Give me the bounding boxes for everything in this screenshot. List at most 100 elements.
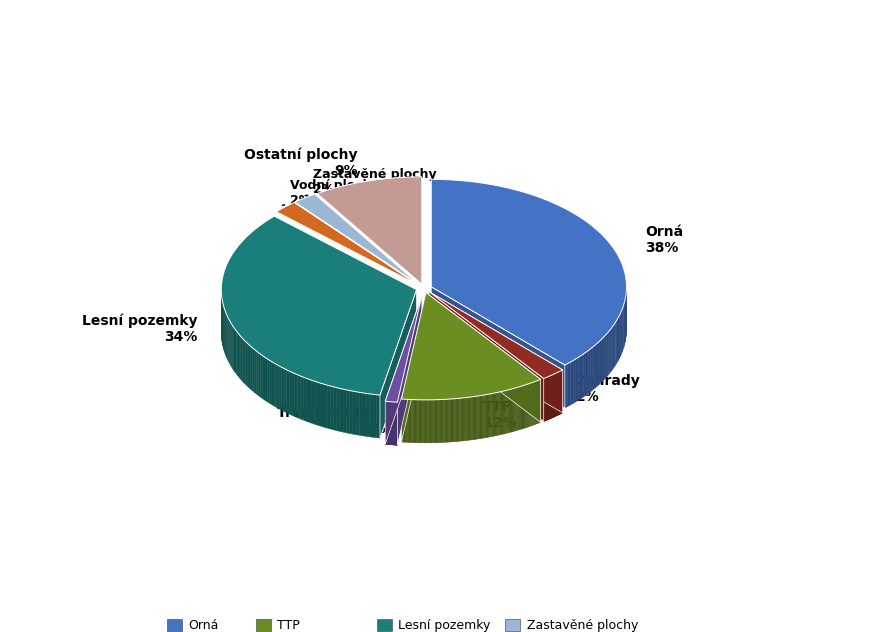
Polygon shape xyxy=(245,341,247,386)
Polygon shape xyxy=(502,391,503,434)
Polygon shape xyxy=(498,392,499,435)
Polygon shape xyxy=(587,349,590,394)
Polygon shape xyxy=(282,367,284,411)
Polygon shape xyxy=(405,399,406,442)
Polygon shape xyxy=(306,378,308,422)
Polygon shape xyxy=(486,394,487,437)
Polygon shape xyxy=(431,179,626,365)
Polygon shape xyxy=(442,399,443,442)
Polygon shape xyxy=(229,320,230,365)
Polygon shape xyxy=(317,177,422,284)
Polygon shape xyxy=(427,400,428,443)
Polygon shape xyxy=(425,293,540,422)
Polygon shape xyxy=(494,392,495,436)
Polygon shape xyxy=(509,389,510,432)
Polygon shape xyxy=(409,399,411,442)
Polygon shape xyxy=(459,398,460,441)
Polygon shape xyxy=(336,387,339,432)
Polygon shape xyxy=(379,289,416,438)
Polygon shape xyxy=(570,360,572,405)
Polygon shape xyxy=(265,357,267,402)
Polygon shape xyxy=(274,363,276,408)
Polygon shape xyxy=(517,387,518,430)
Polygon shape xyxy=(289,371,291,415)
Text: TTP
12%: TTP 12% xyxy=(483,400,517,430)
Polygon shape xyxy=(284,368,286,413)
Polygon shape xyxy=(616,318,618,363)
Polygon shape xyxy=(262,356,265,400)
Polygon shape xyxy=(467,397,469,441)
Polygon shape xyxy=(450,399,452,442)
Polygon shape xyxy=(228,319,229,363)
Polygon shape xyxy=(477,396,478,439)
Polygon shape xyxy=(415,399,416,442)
Polygon shape xyxy=(425,400,427,443)
Polygon shape xyxy=(300,376,303,420)
Polygon shape xyxy=(523,386,524,428)
Polygon shape xyxy=(222,216,416,395)
Polygon shape xyxy=(303,377,306,421)
Polygon shape xyxy=(286,370,289,414)
Polygon shape xyxy=(401,293,540,400)
Polygon shape xyxy=(463,398,465,441)
Polygon shape xyxy=(237,332,239,377)
Polygon shape xyxy=(469,397,470,440)
Polygon shape xyxy=(578,356,580,400)
Polygon shape xyxy=(533,382,534,425)
Polygon shape xyxy=(429,291,562,379)
Polygon shape xyxy=(253,348,254,392)
Polygon shape xyxy=(373,394,376,438)
Polygon shape xyxy=(497,392,498,435)
Polygon shape xyxy=(418,400,419,443)
Polygon shape xyxy=(536,380,537,424)
Polygon shape xyxy=(403,399,405,442)
Polygon shape xyxy=(614,322,615,367)
Polygon shape xyxy=(531,382,532,426)
Polygon shape xyxy=(462,398,463,441)
Polygon shape xyxy=(475,396,476,439)
Polygon shape xyxy=(520,386,521,429)
Polygon shape xyxy=(431,287,564,408)
Polygon shape xyxy=(242,338,244,382)
Polygon shape xyxy=(524,385,525,428)
Polygon shape xyxy=(454,399,455,442)
Polygon shape xyxy=(433,400,434,443)
Polygon shape xyxy=(446,399,447,442)
Polygon shape xyxy=(297,375,300,419)
Polygon shape xyxy=(411,399,412,442)
Polygon shape xyxy=(330,386,333,430)
Polygon shape xyxy=(436,399,437,442)
Polygon shape xyxy=(244,339,245,384)
Polygon shape xyxy=(385,296,422,444)
Polygon shape xyxy=(460,398,462,441)
Polygon shape xyxy=(327,385,330,429)
Polygon shape xyxy=(501,391,502,434)
Polygon shape xyxy=(473,396,475,439)
Polygon shape xyxy=(416,399,417,442)
Polygon shape xyxy=(236,331,237,375)
Polygon shape xyxy=(564,363,567,408)
Polygon shape xyxy=(456,398,458,442)
Polygon shape xyxy=(612,324,614,369)
Polygon shape xyxy=(251,346,253,391)
Polygon shape xyxy=(453,399,454,442)
Polygon shape xyxy=(518,387,519,430)
Polygon shape xyxy=(511,389,513,432)
Polygon shape xyxy=(514,388,515,431)
Polygon shape xyxy=(276,202,418,285)
Polygon shape xyxy=(483,395,484,438)
Polygon shape xyxy=(592,345,595,390)
Polygon shape xyxy=(595,343,596,388)
Polygon shape xyxy=(227,317,228,361)
Polygon shape xyxy=(465,398,466,441)
Polygon shape xyxy=(312,380,315,424)
Polygon shape xyxy=(260,355,262,399)
Polygon shape xyxy=(516,387,517,430)
Polygon shape xyxy=(256,351,259,396)
Polygon shape xyxy=(503,391,505,434)
Polygon shape xyxy=(519,386,520,430)
Polygon shape xyxy=(439,399,440,442)
Polygon shape xyxy=(317,382,321,426)
Polygon shape xyxy=(376,395,379,438)
Polygon shape xyxy=(295,194,419,285)
